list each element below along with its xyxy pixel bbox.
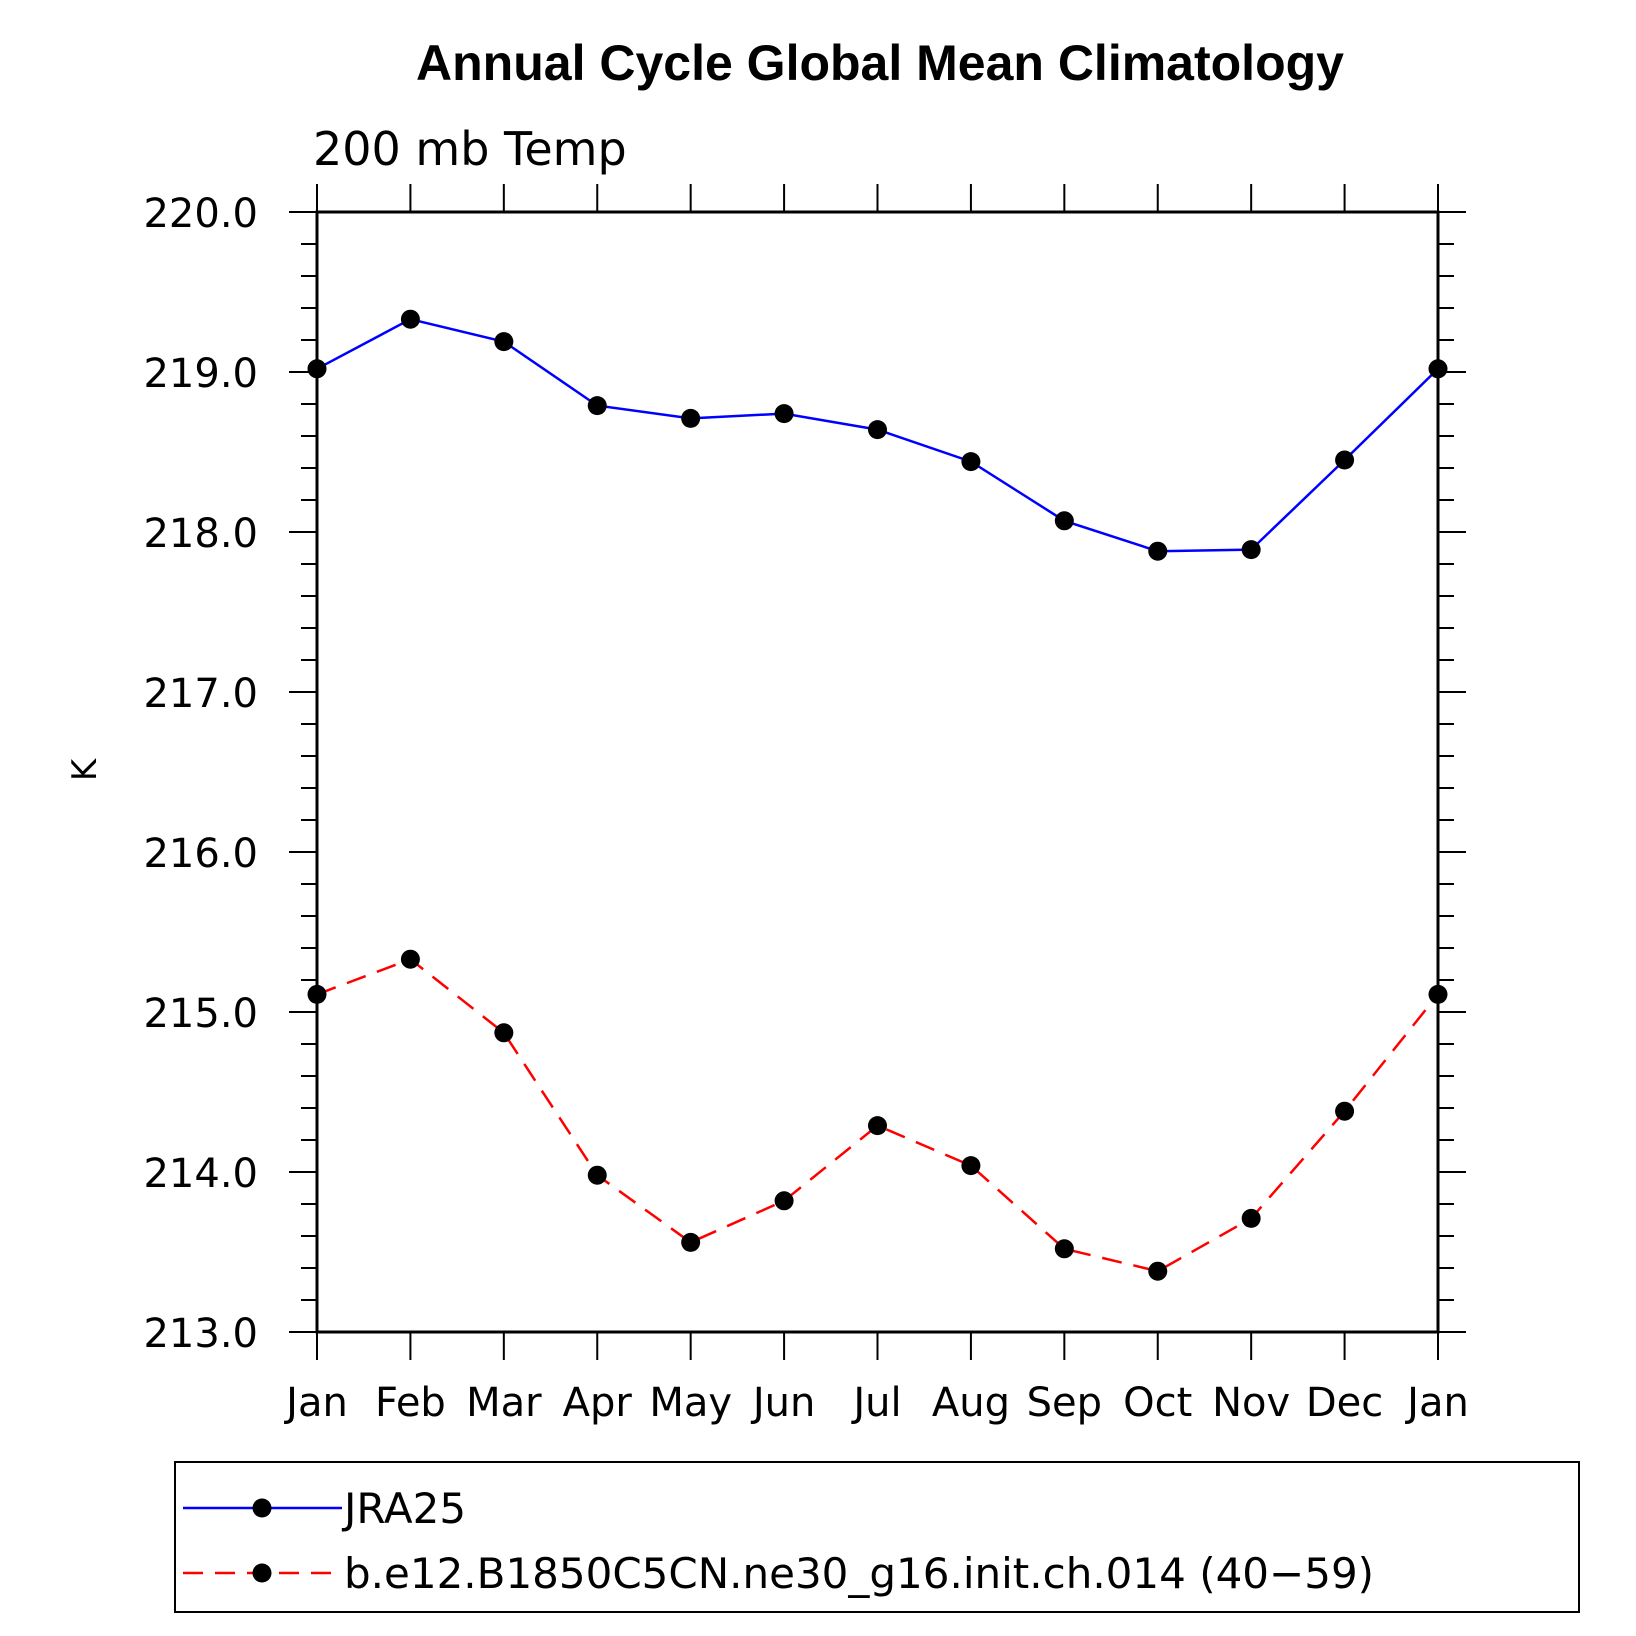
- series-1-point: [587, 396, 607, 416]
- x-tick-label: Jan: [283, 1380, 348, 1426]
- series-1-point: [681, 408, 701, 428]
- series-2-point: [587, 1165, 607, 1185]
- x-tick-label: Jan: [1404, 1380, 1469, 1426]
- x-tick-label: Aug: [932, 1380, 1010, 1426]
- series-2-point: [1428, 984, 1448, 1004]
- chart-title: Annual Cycle Global Mean Climatology: [416, 35, 1344, 91]
- x-tick-label: Nov: [1212, 1380, 1290, 1426]
- plot-frame: [315, 210, 1440, 1334]
- series-1-point: [307, 359, 327, 379]
- x-tick-label: Jul: [850, 1380, 901, 1426]
- series-1-point: [1054, 511, 1074, 531]
- y-ticks: 213.0 214.0 215.0 216.0 217.0 218.0 219.0 220.0: [143, 191, 1466, 1357]
- series-1-point: [868, 420, 887, 440]
- x-tick-label: May: [649, 1380, 732, 1426]
- legend: JRA25 b.e12.B1850C5CN.ne30_g16.init.ch.01…: [183, 1484, 1374, 1598]
- legend-marker-1: [252, 1498, 272, 1518]
- legend-marker-2: [252, 1563, 272, 1583]
- series-2-point: [961, 1156, 981, 1176]
- series-2-point: [1148, 1261, 1168, 1281]
- y-tick-label: 219.0: [143, 351, 258, 397]
- x-tick-label: Apr: [563, 1380, 633, 1426]
- x-tick-label: Mar: [466, 1380, 542, 1426]
- y-tick-label: 220.0: [143, 191, 258, 237]
- y-tick-label: 217.0: [143, 671, 258, 717]
- series-2-point: [307, 984, 327, 1004]
- series-1-point: [400, 309, 420, 329]
- y-axis-label: K: [65, 757, 105, 781]
- series-1-point: [961, 452, 981, 472]
- legend-label-2: b.e12.B1850C5CN.ne30_g16.init.ch.014 (40…: [344, 1549, 1374, 1598]
- x-ticks: Jan Feb Mar Apr May Jun Jul Aug Sep Oct Nov Dec Jan: [283, 184, 1469, 1426]
- series-1-point: [1428, 359, 1448, 379]
- y-tick-label: 216.0: [143, 831, 258, 877]
- series-1-point: [1148, 541, 1168, 561]
- series-1-point: [774, 404, 794, 424]
- chart-subtitle: 200 mb Temp: [313, 122, 627, 176]
- x-tick-label: Jun: [750, 1380, 816, 1426]
- series-1-point: [1241, 540, 1261, 560]
- y-tick-label: 213.0: [143, 1311, 258, 1357]
- x-tick-label: Oct: [1123, 1380, 1192, 1426]
- series-2-point: [1241, 1208, 1261, 1228]
- series-1-point: [494, 332, 514, 352]
- series-2-point: [494, 1023, 514, 1043]
- series-2-point: [400, 949, 420, 969]
- series-2-point: [681, 1232, 701, 1252]
- series-2-point: [1054, 1239, 1074, 1259]
- x-tick-label: Feb: [375, 1380, 446, 1426]
- y-tick-label: 218.0: [143, 511, 258, 557]
- series-2-point: [1335, 1101, 1355, 1121]
- legend-box: [174, 1461, 1580, 1613]
- x-tick-label: Dec: [1306, 1380, 1383, 1426]
- series-line-2: [316, 957, 1439, 1273]
- series-2-point: [868, 1116, 887, 1136]
- y-tick-label: 214.0: [143, 1151, 258, 1197]
- legend-label-1: JRA25: [341, 1484, 466, 1533]
- series-2-point: [774, 1191, 794, 1211]
- y-tick-label: 215.0: [143, 991, 258, 1037]
- x-tick-label: Sep: [1027, 1380, 1102, 1426]
- series-1-point: [1335, 450, 1355, 470]
- series-layer: [307, 309, 1448, 1281]
